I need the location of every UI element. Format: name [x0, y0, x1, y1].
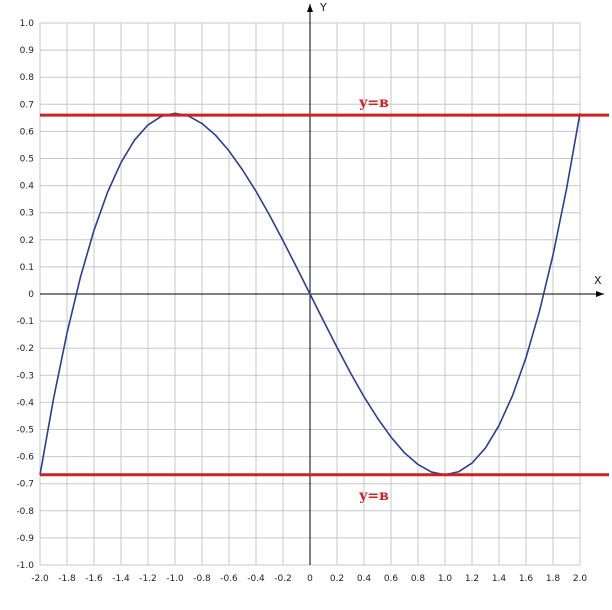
x-tick-label: -0.6 [220, 574, 238, 584]
x-axis-label: X [594, 274, 602, 287]
x-tick-label: 1.4 [492, 574, 507, 584]
x-tick-label: -2.0 [31, 574, 49, 584]
y-tick-label: -0.5 [16, 426, 34, 436]
y-tick-label: 1.0 [20, 19, 35, 29]
y-tick-label: 0 [28, 290, 34, 300]
x-tick-label: -1.2 [139, 574, 157, 584]
reference-line-label: y=в [358, 488, 389, 504]
y-axis-arrow-icon [307, 4, 313, 12]
x-tick-label: 2.0 [573, 574, 588, 584]
axes [40, 4, 604, 565]
y-tick-label: -0.3 [16, 371, 34, 381]
y-tick-label: 0.5 [20, 155, 34, 165]
y-tick-label: 0.8 [20, 73, 35, 83]
y-axis-label: Y [319, 1, 327, 14]
x-axis-arrow-icon [596, 291, 604, 297]
y-tick-labels: 1.0 0.9 0.8 0.7 0.6 0.5 0.4 0.3 0.2 0.1 0 -0.1 -0.2 -… [16, 19, 34, 571]
x-tick-label: -0.2 [274, 574, 292, 584]
y-tick-label: 0.3 [20, 209, 34, 219]
x-tick-label: 0.8 [411, 574, 426, 584]
x-tick-label: 1.8 [546, 574, 561, 584]
y-tick-label: 0.9 [20, 46, 35, 56]
x-tick-label: -1.4 [112, 574, 130, 584]
x-tick-label: -0.4 [247, 574, 265, 584]
x-tick-label: -1.8 [58, 574, 76, 584]
reference-lines: y=в y=в [40, 95, 609, 504]
x-tick-label: 0.2 [330, 574, 344, 584]
y-tick-label: -0.4 [16, 398, 34, 408]
x-tick-label: 0.4 [357, 574, 372, 584]
series-line [39, 112, 581, 476]
x-tick-label: 0.6 [384, 574, 399, 584]
y-tick-label: -0.6 [16, 453, 34, 463]
y-tick-label: -0.1 [16, 317, 34, 327]
y-tick-label: -0.8 [16, 507, 34, 517]
x-tick-label: -1.6 [85, 574, 103, 584]
y-tick-label: -1.0 [16, 561, 34, 571]
x-tick-label: 1.6 [519, 574, 534, 584]
x-tick-labels: -2.0 -1.8 -1.6 -1.4 -1.2 -1.0 -0.8 -0.6 -0.4 -0.2… [31, 574, 587, 584]
y-tick-label: 0.4 [20, 182, 35, 192]
x-tick-label: 1.0 [438, 574, 453, 584]
y-tick-label: -0.7 [16, 480, 34, 490]
y-tick-label: 0.7 [20, 100, 34, 110]
y-tick-label: -0.9 [16, 534, 34, 544]
y-tick-label: 0.1 [20, 263, 34, 273]
y-tick-label: -0.2 [16, 344, 34, 354]
x-tick-label: 0 [307, 574, 313, 584]
x-tick-label: 1.2 [465, 574, 479, 584]
reference-line-label: y=в [358, 95, 389, 111]
series-layer [39, 112, 581, 476]
x-tick-label: -1.0 [166, 574, 184, 584]
y-tick-label: 0.6 [20, 127, 35, 137]
y-tick-label: 0.2 [20, 236, 34, 246]
x-tick-label: -0.8 [193, 574, 211, 584]
